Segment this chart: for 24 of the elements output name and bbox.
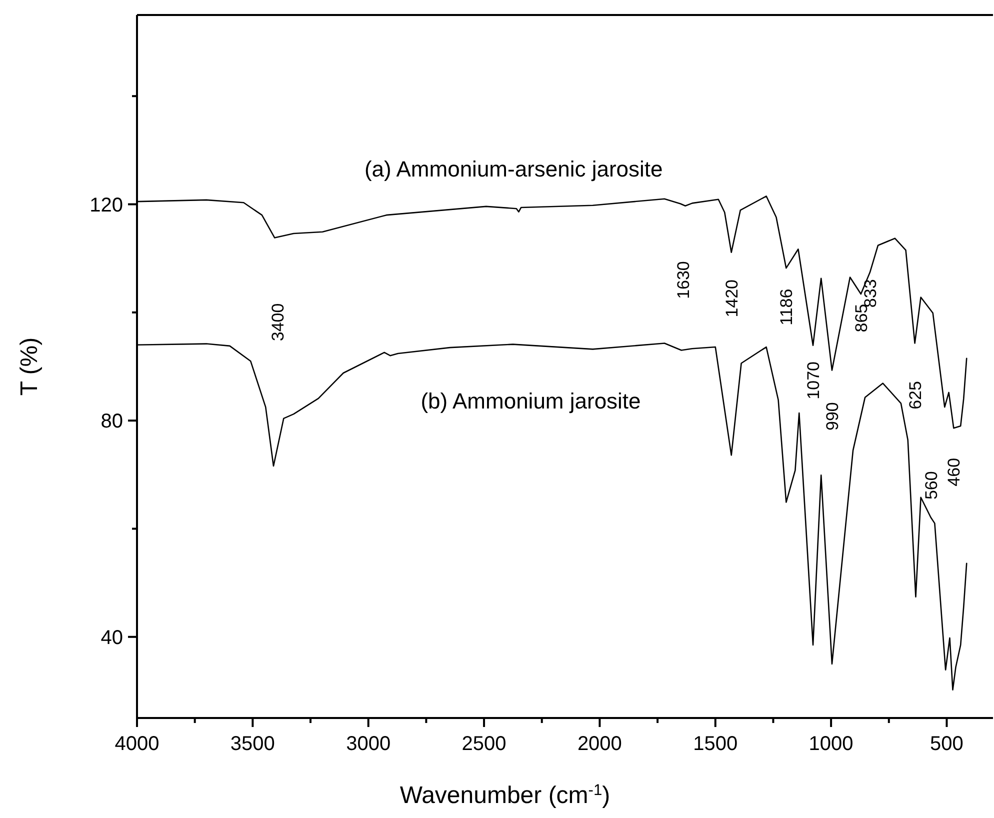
x-tick-label: 1500 xyxy=(693,733,738,755)
annotation: 990 xyxy=(822,402,842,430)
x-tick-label: 1000 xyxy=(808,733,854,755)
x-tick-label: 4000 xyxy=(114,733,160,755)
y-axis-title: T (%) xyxy=(16,337,43,396)
annotation: 1186 xyxy=(777,288,796,326)
x-axis-title: Wavenumber (cm$^{-1}$) xyxy=(400,782,610,809)
x-tick-label: 2000 xyxy=(577,733,622,755)
annotation: 1420 xyxy=(722,279,742,318)
annotation: 3400 xyxy=(268,303,288,342)
y-tick-label: 40 xyxy=(100,626,123,649)
y-tick-label: 80 xyxy=(100,410,123,433)
annotation: 1630 xyxy=(674,261,694,299)
series-label: (b) Ammonium jarosite xyxy=(420,388,641,414)
x-tick-label: 500 xyxy=(930,733,964,755)
series-label: (a) Ammonium-arsenic jarosite xyxy=(364,156,663,182)
x-tick-label: 3500 xyxy=(230,733,275,755)
annotation: 460 xyxy=(944,458,964,486)
y-tick-label: 120 xyxy=(90,194,123,216)
annotation: 1070 xyxy=(804,361,824,400)
annotation: 625 xyxy=(906,381,925,410)
x-tick-label: 3000 xyxy=(346,733,391,755)
annotation: 560 xyxy=(922,471,941,500)
x-tick-label: 2500 xyxy=(462,733,506,755)
